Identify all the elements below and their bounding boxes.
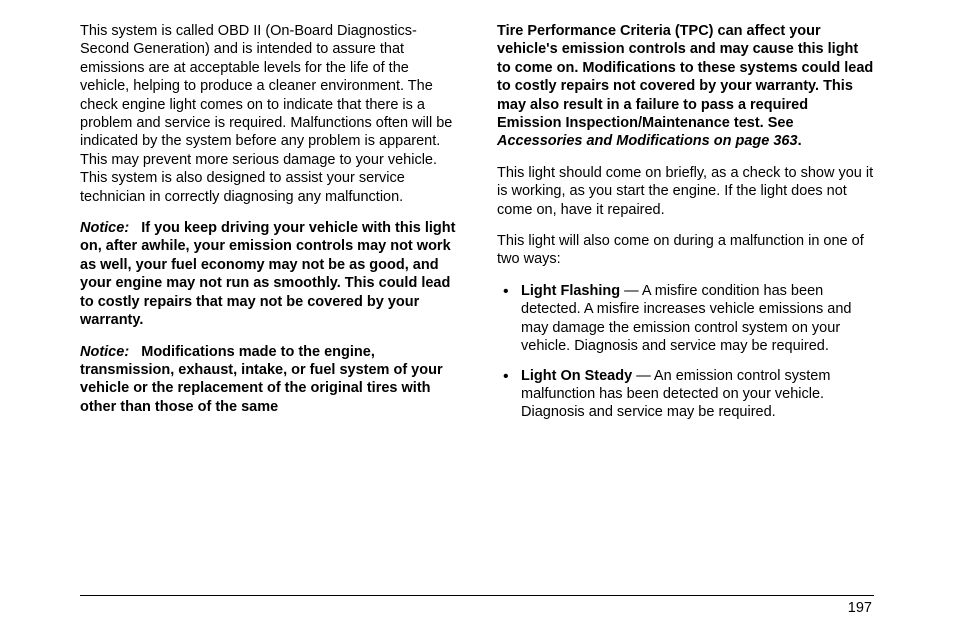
notice-1: Notice: If you keep driving your vehicle… <box>80 219 457 329</box>
paragraph-obd: This system is called OBD II (On-Board D… <box>80 22 457 206</box>
left-column: This system is called OBD II (On-Board D… <box>80 22 457 433</box>
malfunction-list: Light Flashing — A misfire condition has… <box>497 282 874 422</box>
footer-line <box>80 595 874 596</box>
continued-text: Tire Performance Criteria (TPC) can affe… <box>497 23 873 131</box>
page-footer: 197 <box>80 595 874 616</box>
list-item-steady: Light On Steady — An emission control sy… <box>497 367 874 422</box>
period: . <box>798 133 802 149</box>
notice-1-body: If you keep driving your vehicle with th… <box>80 220 455 328</box>
notice-2: Notice: Modifications made to the engine… <box>80 343 457 417</box>
paragraph-check: This light should come on briefly, as a … <box>497 164 874 219</box>
bullet-2-title: Light On Steady <box>521 368 632 384</box>
notice-2-label: Notice: <box>80 344 129 360</box>
page-content: This system is called OBD II (On-Board D… <box>0 0 954 433</box>
page-number: 197 <box>80 600 874 616</box>
right-column: Tire Performance Criteria (TPC) can affe… <box>497 22 874 433</box>
continued-notice: Tire Performance Criteria (TPC) can affe… <box>497 22 874 151</box>
list-item-flashing: Light Flashing — A misfire condition has… <box>497 282 874 356</box>
notice-1-label: Notice: <box>80 220 129 236</box>
bullet-1-title: Light Flashing <box>521 283 620 299</box>
accessories-link: Accessories and Modifications on page 36… <box>497 133 798 149</box>
paragraph-malfunction: This light will also come on during a ma… <box>497 232 874 269</box>
